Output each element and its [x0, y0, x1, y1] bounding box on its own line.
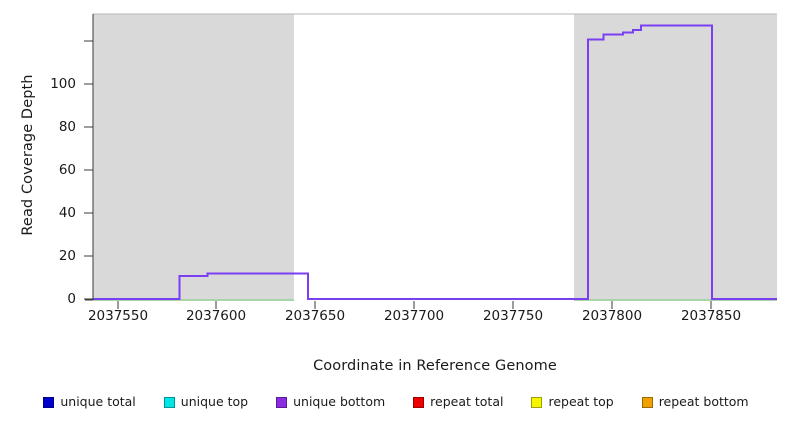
y-tick-label-80: 80	[58, 119, 76, 135]
legend-label-repeat-total: repeat total	[430, 394, 504, 409]
series-unique-bottom	[93, 24, 777, 300]
x-tick-label-2037800: 2037800	[581, 308, 643, 324]
legend-item-unique-bottom[interactable]: unique bottom	[276, 394, 386, 409]
y-tick-label-100: 100	[50, 76, 76, 92]
legend-label-unique-top: unique top	[180, 394, 249, 409]
y-tick-label-40: 40	[58, 205, 76, 221]
x-tick-label-2037750: 2037750	[482, 308, 544, 324]
y-tick-label-20: 20	[58, 248, 76, 264]
legend-swatch-icon-unique-total	[43, 396, 55, 408]
x-tick-label-2037550: 2037550	[87, 308, 149, 324]
legend-swatch-icon-unique-top	[163, 396, 175, 408]
legend-item-unique-total[interactable]: unique total	[43, 394, 136, 409]
x-tick-label-2037850: 2037850	[680, 308, 742, 324]
legend-swatch-icon-repeat-top	[531, 396, 543, 408]
repeat-region-left-shading	[93, 14, 295, 300]
y-tick-label-60: 60	[58, 162, 76, 178]
legend-label-unique-bottom: unique bottom	[293, 394, 386, 409]
x-tick-label-2037650: 2037650	[284, 308, 346, 324]
repeat-region-right-shading	[574, 14, 777, 300]
legend-swatch-icon-repeat-bottom	[641, 396, 653, 408]
legend-swatch-icon-repeat-total	[413, 396, 425, 408]
y-tick-label-0: 0	[67, 291, 76, 307]
x-axis-title: Coordinate in Reference Genome	[313, 358, 557, 374]
legend-label-unique-total: unique total	[60, 394, 136, 409]
x-tick-label-2037700: 2037700	[383, 308, 445, 324]
legend-label-repeat-top: repeat top	[548, 394, 614, 409]
x-tick-label-2037600: 2037600	[185, 308, 247, 324]
legend-swatch-icon-unique-bottom	[276, 396, 288, 408]
legend-label-repeat-bottom: repeat bottom	[658, 394, 749, 409]
legend-item-repeat-top[interactable]: repeat top	[531, 394, 614, 409]
legend-item-repeat-total[interactable]: repeat total	[413, 394, 504, 409]
legend-item-repeat-bottom[interactable]: repeat bottom	[641, 394, 749, 409]
legend-item-unique-top[interactable]: unique top	[163, 394, 249, 409]
chart-legend: unique total unique top unique bottom re…	[0, 394, 792, 409]
